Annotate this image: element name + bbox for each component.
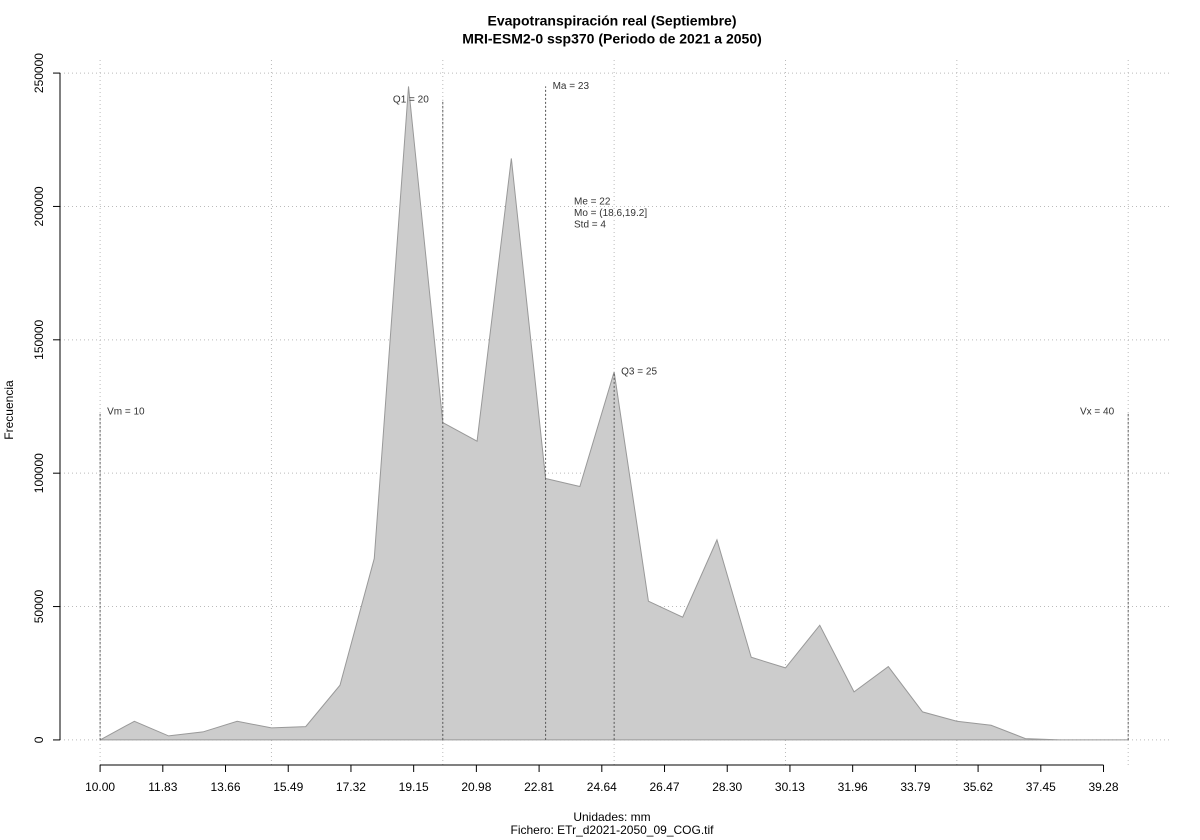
y-tick-label: 0	[32, 736, 46, 743]
y-axis-label: Frecuencia	[2, 380, 16, 440]
x-tick-label: 24.64	[587, 780, 617, 794]
reference-label: Q1 = 20	[393, 94, 429, 105]
x-tick-label: 19.15	[399, 780, 429, 794]
chart-title: Evapotranspiración real (Septiembre)	[488, 13, 737, 29]
y-tick-label: 250000	[32, 53, 46, 93]
x-tick-label: 17.32	[336, 780, 366, 794]
x-tick-label: 15.49	[273, 780, 303, 794]
reference-label: Q3 = 25	[621, 366, 657, 377]
stat-label: Std = 4	[574, 220, 606, 231]
y-tick-label: 150000	[32, 319, 46, 359]
y-tick-label: 200000	[32, 186, 46, 226]
reference-label: Vx = 40	[1080, 406, 1115, 417]
x-tick-label: 28.30	[712, 780, 742, 794]
x-tick-label: 11.83	[148, 780, 177, 794]
x-axis-label: Unidades: mm	[573, 810, 650, 824]
x-tick-label: 26.47	[650, 780, 680, 794]
y-tick-label: 100000	[32, 453, 46, 493]
chart-subtitle: MRI-ESM2-0 ssp370 (Periodo de 2021 a 205…	[462, 31, 762, 47]
x-tick-label: 31.96	[838, 780, 868, 794]
x-tick-label: 30.13	[775, 780, 805, 794]
x-tick-label: 35.62	[963, 780, 993, 794]
x-tick-label: 20.98	[461, 780, 491, 794]
reference-label: Ma = 23	[553, 81, 590, 92]
reference-label: Vm = 10	[107, 406, 145, 417]
y-tick-label: 50000	[32, 590, 46, 624]
x-tick-label: 22.81	[524, 780, 554, 794]
x-tick-label: 33.79	[900, 780, 930, 794]
caption: Fichero: ETr_d2021-2050_09_COG.tif	[511, 823, 715, 837]
stat-label: Mo = (18.6,19.2]	[574, 208, 647, 219]
stat-label: Me = 22	[574, 197, 611, 208]
x-tick-label: 39.28	[1089, 780, 1119, 794]
x-tick-label: 10.00	[85, 780, 115, 794]
area	[99, 86, 1129, 741]
x-tick-label: 37.45	[1026, 780, 1056, 794]
x-tick-label: 13.66	[211, 780, 241, 794]
